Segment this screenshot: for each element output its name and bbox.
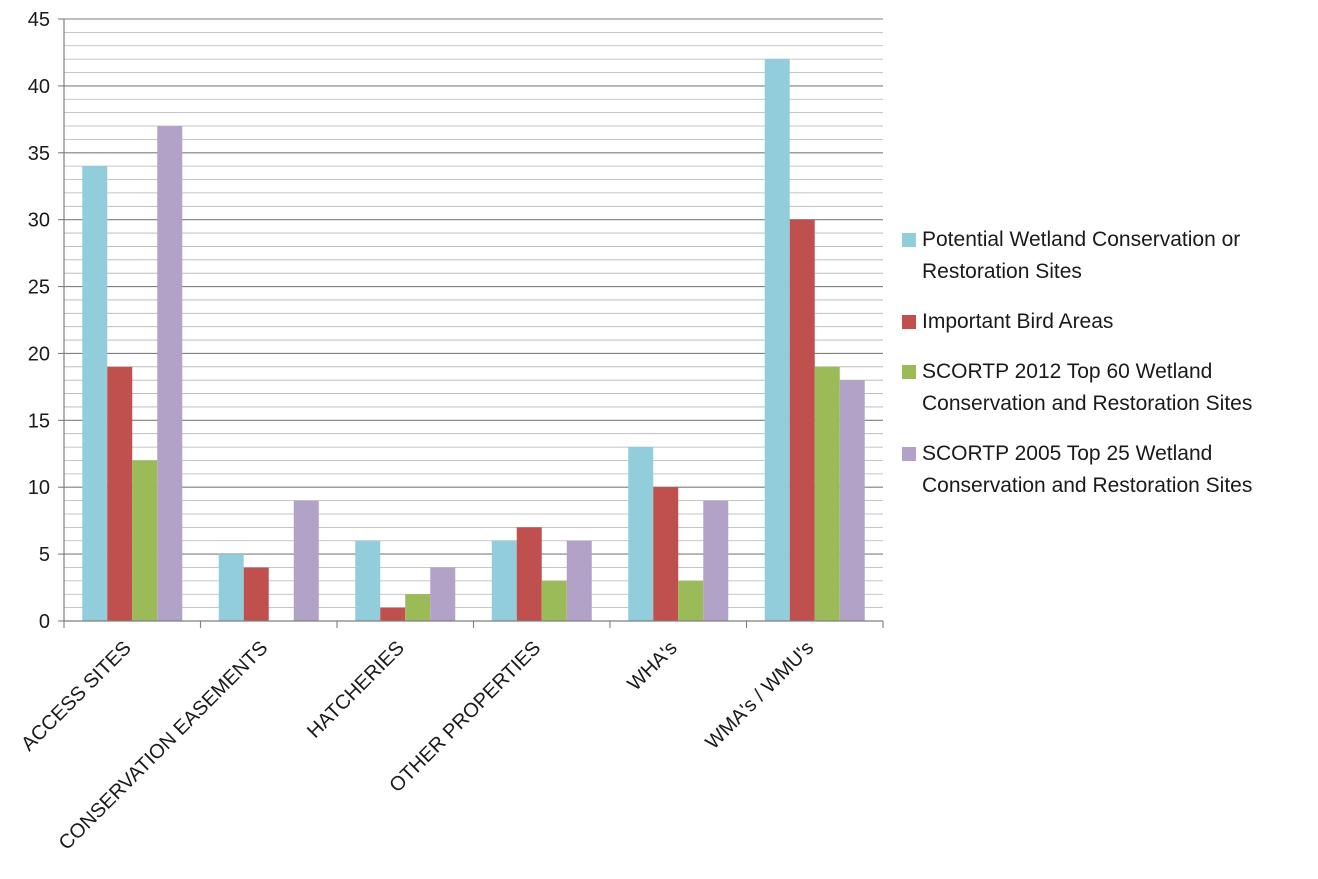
bar [653, 487, 679, 621]
bar [789, 219, 815, 621]
legend-item: SCORTP 2012 Top 60 Wetland Conservation … [900, 356, 1310, 420]
bar [541, 580, 567, 621]
legend-item: Important Bird Areas [900, 306, 1310, 338]
bar [218, 554, 244, 621]
bar [491, 540, 517, 621]
bar [566, 540, 592, 621]
bar [764, 59, 790, 621]
bar [107, 366, 133, 621]
legend-swatch [902, 315, 916, 329]
bar [243, 567, 269, 621]
bar [82, 166, 108, 621]
x-tick-label: OTHER PROPERTIES [385, 637, 545, 797]
y-tick-label: 15 [28, 410, 50, 432]
legend-label: SCORTP 2012 Top 60 Wetland Conservation … [922, 360, 1253, 415]
legend-label: Important Bird Areas [922, 310, 1114, 333]
bar [355, 540, 381, 621]
y-tick-label: 5 [39, 544, 50, 566]
legend-item: SCORTP 2005 Top 25 Wetland Conservation … [900, 438, 1310, 502]
y-tick-label: 35 [28, 143, 50, 165]
bar [814, 366, 840, 621]
legend-label: Potential Wetland Conservation or Restor… [922, 228, 1241, 283]
x-tick-label: WHA's [623, 637, 681, 695]
y-tick-label: 10 [28, 477, 50, 499]
x-tick-label: WMA's / WMU's [701, 637, 818, 754]
y-tick-label: 45 [28, 9, 50, 31]
grid-lines [64, 18, 883, 622]
y-tick-label: 0 [39, 611, 50, 633]
y-tick-label: 40 [28, 76, 50, 98]
bar [293, 500, 319, 621]
legend-swatch [902, 233, 916, 247]
bar [380, 607, 406, 621]
bar [628, 447, 654, 621]
legend-item: Potential Wetland Conservation or Restor… [900, 224, 1310, 288]
bar [703, 500, 729, 621]
bar [678, 580, 704, 621]
bar [157, 126, 183, 622]
bar [132, 460, 158, 621]
legend: Potential Wetland Conservation or Restor… [900, 224, 1310, 520]
y-tick-labels: 0 5 10 15 20 25 30 35 40 45 [28, 9, 50, 633]
x-tick-label: ACCESS SITES [17, 637, 136, 756]
legend-swatch [902, 447, 916, 461]
legend-label: SCORTP 2005 Top 25 Wetland Conservation … [922, 442, 1253, 497]
legend-swatch [902, 365, 916, 379]
bar [516, 527, 542, 621]
bar [430, 567, 456, 621]
bar [405, 594, 431, 621]
y-tick-label: 30 [28, 210, 50, 232]
bars [82, 59, 865, 622]
x-tick-label: HATCHERIES [303, 637, 409, 743]
axes [58, 18, 884, 628]
y-tick-label: 20 [28, 343, 50, 365]
bar [839, 380, 865, 621]
y-tick-label: 25 [28, 277, 50, 299]
